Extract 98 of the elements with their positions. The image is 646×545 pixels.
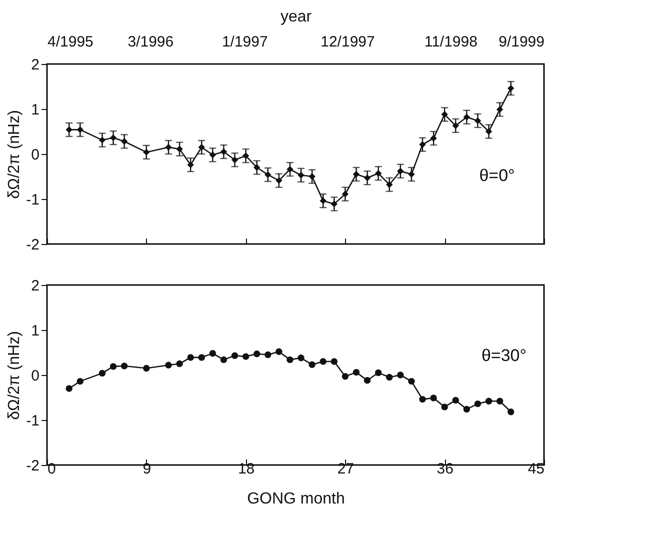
point [242, 353, 250, 360]
point [264, 351, 272, 358]
point [187, 161, 194, 168]
point [463, 114, 470, 120]
point [508, 84, 514, 92]
y-axis-title: δΩ/2π (nHz) [6, 331, 24, 420]
point [374, 369, 382, 376]
point [308, 173, 316, 180]
point [176, 360, 183, 368]
point [485, 398, 492, 404]
x2-tick-label: 1/1997 [222, 34, 268, 50]
point [143, 364, 150, 372]
y-axis-title: δΩ/2π (nHz) [6, 110, 24, 199]
point [441, 111, 448, 118]
point [242, 152, 250, 160]
point [342, 190, 349, 198]
point [374, 170, 382, 177]
point [452, 396, 459, 404]
point [143, 148, 150, 156]
point [286, 166, 294, 173]
x2-tick-label: 9/1999 [498, 34, 544, 50]
y-tick-label: 1 [31, 102, 40, 118]
point [286, 356, 294, 364]
point [66, 126, 72, 134]
point [496, 106, 504, 113]
point [397, 372, 404, 378]
x2-tick-label: 3/1996 [128, 34, 174, 50]
point [220, 148, 228, 156]
y-tick-label: 2 [31, 278, 40, 294]
point [452, 122, 459, 130]
y-tick-label: -1 [26, 192, 40, 208]
point [485, 128, 492, 135]
point [496, 398, 504, 404]
point [330, 358, 338, 365]
point [474, 400, 482, 408]
y-tick-label: -2 [26, 236, 40, 254]
point [98, 136, 106, 144]
point [508, 408, 514, 416]
point [231, 156, 238, 164]
x2-tick-label: 12/1997 [320, 34, 375, 50]
point [441, 404, 448, 410]
y-tick-label: 0 [31, 368, 40, 384]
point [386, 181, 393, 188]
point [253, 164, 260, 171]
point [419, 396, 426, 403]
point [276, 177, 282, 184]
point [253, 350, 260, 358]
x2-tick-label: 4/1995 [48, 34, 94, 50]
y-tick-label: -2 [26, 458, 40, 474]
x2-axis-title: year [280, 8, 312, 26]
point [463, 406, 470, 413]
point [276, 348, 282, 355]
point [330, 200, 338, 208]
point [165, 362, 172, 368]
point [110, 363, 117, 370]
point [66, 385, 72, 392]
annotation: θ=0° [479, 166, 515, 185]
point [430, 394, 437, 402]
point [397, 168, 404, 174]
y-tick-label: 0 [31, 146, 40, 164]
point [98, 370, 106, 377]
point [352, 170, 360, 178]
point [408, 170, 415, 178]
point [298, 354, 304, 362]
annotation: θ=30° [481, 346, 527, 365]
point [419, 141, 426, 148]
point [198, 144, 205, 151]
point [76, 378, 84, 385]
point [364, 174, 371, 182]
point [364, 377, 371, 384]
point [220, 356, 228, 364]
point [76, 126, 84, 134]
x2-tick-label: 11/1998 [424, 34, 478, 50]
point [320, 197, 326, 204]
point [264, 171, 272, 178]
point [308, 361, 316, 368]
point [430, 134, 437, 142]
point [298, 172, 304, 179]
point [110, 134, 117, 142]
point [386, 374, 393, 381]
point [209, 152, 216, 158]
y-tick-label: 1 [31, 322, 40, 340]
point [352, 368, 360, 376]
point [176, 146, 183, 152]
point [209, 350, 216, 357]
x-axis-title: GONG month [247, 490, 345, 508]
y-tick-label: 2 [31, 56, 40, 74]
point [120, 362, 128, 370]
point [120, 138, 128, 145]
point [320, 358, 326, 365]
point [342, 373, 349, 380]
point [231, 352, 238, 359]
point [187, 354, 194, 361]
point [474, 117, 482, 124]
y-tick-label: -1 [26, 412, 40, 430]
point [198, 354, 205, 361]
point [408, 378, 415, 385]
point [165, 144, 172, 151]
